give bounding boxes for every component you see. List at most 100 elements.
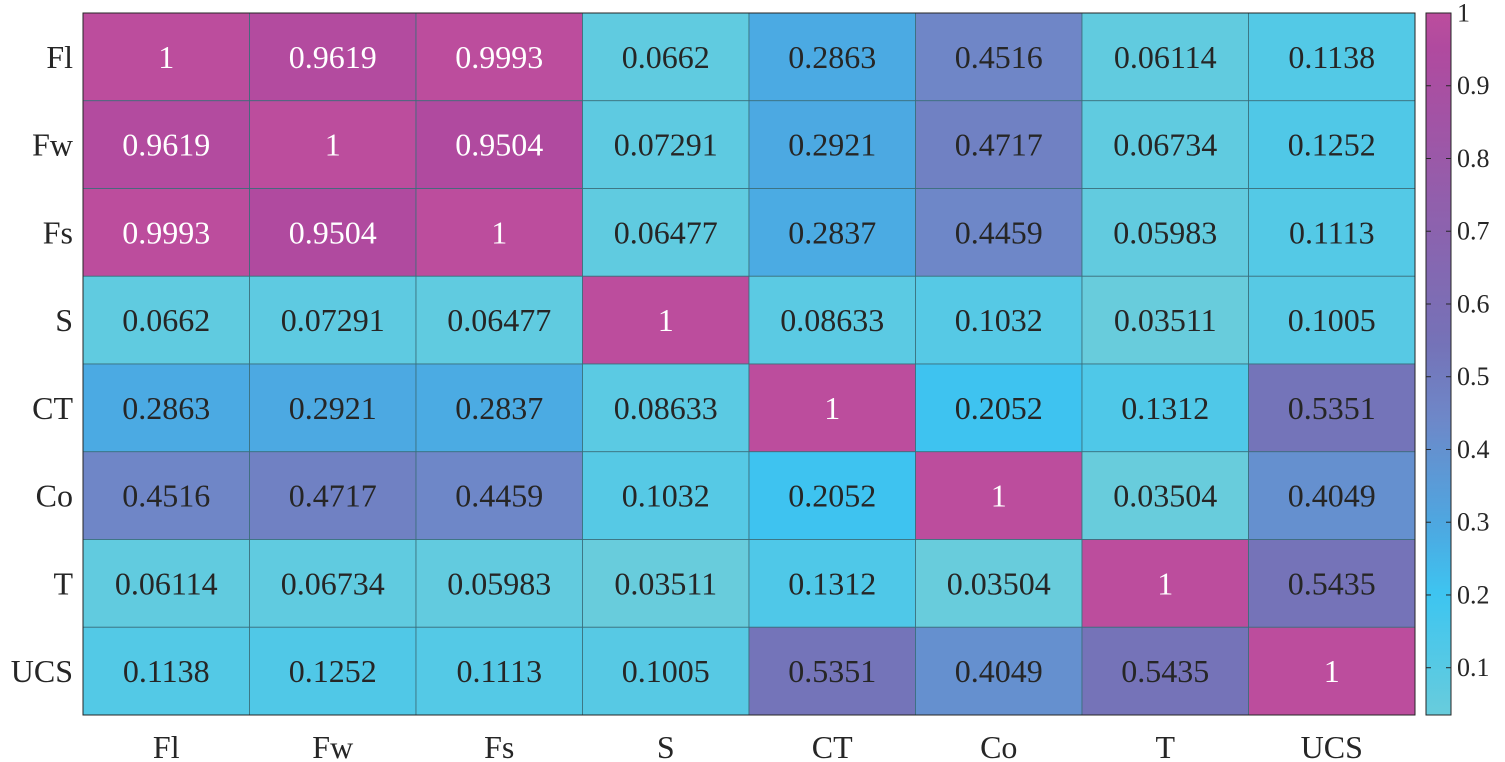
cell-value-label: 0.06477 [447, 302, 551, 338]
colorbar-tick-label: 0.2 [1457, 580, 1490, 609]
heatmap-cell [1248, 539, 1416, 628]
cell-value-label: 1 [658, 302, 674, 338]
heatmap-cell [915, 12, 1083, 102]
heatmap-cell [748, 451, 916, 540]
heatmap-cell [1248, 12, 1416, 102]
cell-value-label: 0.2052 [788, 478, 876, 514]
colorbar-tick-label: 0.7 [1457, 217, 1490, 246]
heatmap-cell [1248, 626, 1416, 716]
heatmap-cell [1081, 100, 1249, 189]
cell-value-label: 1 [991, 478, 1007, 514]
cell-value-label: 0.4459 [955, 214, 1043, 250]
heatmap-cell [1081, 188, 1249, 277]
heatmap-cell [748, 539, 916, 628]
heatmap-cell [748, 363, 916, 453]
y-tick-label: Fs [43, 214, 73, 250]
heatmap-cell [582, 275, 750, 365]
plot-border [82, 12, 1416, 716]
heatmap-cell [82, 275, 250, 365]
cell-value-label: 0.4049 [1288, 478, 1376, 514]
cell-value-label: 0.4516 [955, 39, 1043, 75]
cell-value-label: 0.4717 [955, 127, 1043, 163]
cell-value-label: 0.1138 [1288, 39, 1375, 75]
heatmap-cell [249, 100, 417, 189]
cell-value-label: 0.1032 [955, 302, 1043, 338]
colorbar-ticks: 0.1 0.2 0.3 0.4 0.5 0.6 0.7 0.8 0.9 1 [1426, 0, 1490, 682]
heatmap-cell [748, 275, 916, 365]
colorbar-tick-label: 0.9 [1457, 71, 1490, 100]
heatmap-cell [748, 12, 916, 102]
heatmap-cell [1081, 275, 1249, 365]
heatmap-cell [249, 188, 417, 277]
cell-value-label: 1 [824, 390, 840, 426]
cell-value-label: 0.1113 [1289, 214, 1375, 250]
x-axis-tick-labels: Fl Fw Fs S CT Co T UCS [153, 729, 1363, 762]
cell-value-label: 0.03504 [1113, 478, 1217, 514]
cell-value-label: 0.1252 [289, 653, 377, 689]
cell-value-label: 0.1138 [123, 653, 210, 689]
cell-value-label: 0.0662 [622, 39, 710, 75]
y-tick-label: T [53, 565, 73, 601]
cell-value-label: 0.9504 [455, 127, 543, 163]
cell-value-label: 0.1005 [1288, 302, 1376, 338]
x-tick-label: Co [980, 729, 1017, 762]
cell-value-label: 0.5435 [1121, 653, 1209, 689]
cell-value-label: 1 [1324, 653, 1340, 689]
heatmap-cell [1248, 100, 1416, 189]
cell-value-label: 1 [325, 127, 341, 163]
colorbar-tick-label: 0.8 [1457, 144, 1490, 173]
y-tick-label: Fw [32, 127, 73, 163]
heatmap-cell [415, 451, 583, 540]
cell-value-label: 0.4049 [955, 653, 1043, 689]
heatmap-cell [915, 100, 1083, 189]
cell-value-label: 0.1252 [1288, 127, 1376, 163]
heatmap-cell [415, 275, 583, 365]
heatmap-cell [82, 539, 250, 628]
cell-value-label: 0.2863 [122, 390, 210, 426]
colorbar-tick-label: 0.6 [1457, 289, 1490, 318]
cell-value-label: 0.5351 [788, 653, 876, 689]
heatmap-cell [748, 100, 916, 189]
cell-value-label: 0.2837 [788, 214, 876, 250]
heatmap-cell [1081, 539, 1249, 628]
cell-value-label: 0.07291 [614, 127, 718, 163]
heatmap-cell [582, 363, 750, 453]
colorbar-tick-label: 0.1 [1457, 653, 1490, 682]
heatmap-cell [915, 188, 1083, 277]
cell-value-label: 0.1005 [622, 653, 710, 689]
colorbar-tick-label: 1 [1457, 0, 1470, 28]
cell-value-label: 0.2863 [788, 39, 876, 75]
cell-value-label: 0.05983 [447, 565, 551, 601]
cell-value-label: 0.4516 [122, 478, 210, 514]
y-tick-label: Fl [46, 39, 73, 75]
cell-value-label: 0.4459 [455, 478, 543, 514]
cell-value-label: 0.0662 [122, 302, 210, 338]
heatmap-cell [249, 363, 417, 453]
heatmap-cell [582, 12, 750, 102]
colorbar-tick-label: 0.4 [1457, 435, 1490, 464]
cell-value-label: 0.05983 [1113, 214, 1217, 250]
cell-value-label: 0.08633 [614, 390, 718, 426]
heatmap-cell [249, 451, 417, 540]
heatmap-cell [249, 539, 417, 628]
cell-value-label: 0.03511 [614, 565, 717, 601]
cell-value-label: 0.9619 [122, 127, 210, 163]
cell-value-label: 0.5435 [1288, 565, 1376, 601]
heatmap-cell [1081, 363, 1249, 453]
cell-value-label: 0.2052 [955, 390, 1043, 426]
cell-value-label: 0.08633 [780, 302, 884, 338]
cell-value-label: 0.9504 [289, 214, 377, 250]
colorbar-tick-label: 0.3 [1457, 508, 1490, 537]
cell-value-label: 0.4717 [289, 478, 377, 514]
heatmap-cell [415, 188, 583, 277]
x-tick-label: UCS [1301, 729, 1363, 762]
colorbar-gradient [1425, 12, 1452, 716]
colorbar: 0.1 0.2 0.3 0.4 0.5 0.6 0.7 0.8 0.9 1 [1425, 0, 1490, 716]
x-tick-label: Fw [312, 729, 353, 762]
x-tick-label: S [657, 729, 675, 762]
x-tick-label: Fs [484, 729, 514, 762]
cell-value-label: 0.06114 [115, 565, 218, 601]
colorbar-tick-label: 0.5 [1457, 362, 1490, 391]
cell-value-label: 0.1032 [622, 478, 710, 514]
y-tick-label: CT [32, 390, 73, 426]
